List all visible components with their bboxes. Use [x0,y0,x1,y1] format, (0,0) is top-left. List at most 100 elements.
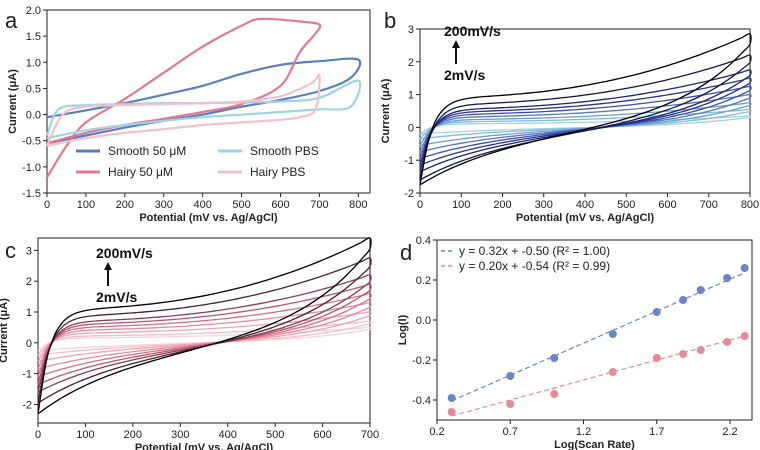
y-tick-label: 2 [408,57,414,69]
cv-scan-curve-5 [37,283,372,386]
panel-letter-c: c [5,238,16,263]
data-point [506,372,515,380]
x-tick-label: 100 [77,199,95,211]
cv-scan-curve-0 [37,326,372,352]
fit-line-1 [451,335,745,417]
x-tick-label: 200 [493,199,511,211]
y-axis-label: Current (μA) [0,298,10,363]
y-tick-label: -0.4 [412,395,431,407]
cv-scan-curve-1 [419,108,752,140]
legend-entry: y = 0.20x + -0.54 (R² = 0.99) [459,259,610,273]
x-tick-label: 300 [155,199,173,211]
x-tick-label: 500 [232,199,250,211]
y-axis-label: Log(I) [397,314,409,345]
data-point [652,354,661,362]
data-point [506,400,515,408]
data-point [608,330,617,338]
x-tick-label: 600 [658,199,676,211]
y-tick-label: 1.5 [26,31,41,43]
x-tick-label: 1.7 [649,426,664,438]
data-point [447,408,456,416]
x-tick-label: 700 [361,429,379,441]
y-tick-label: 0.2 [416,275,431,287]
data-point [740,264,749,272]
y-tick-label: 1 [26,307,32,319]
y-tick-label: 0.5 [26,83,41,95]
x-tick-label: 0 [35,429,41,441]
y-tick-label: 1.0 [26,57,41,69]
x-tick-label: 1.2 [576,426,591,438]
y-tick-label: 1 [408,90,414,102]
cv-curve-1 [46,17,322,178]
x-tick-label: 100 [452,199,470,211]
y-tick-label: -1 [404,155,414,167]
panel-a: a 0 100 200 300 400 500 600 700 800 -1.5 -1.0 -0.5 0.… [5,5,371,224]
x-axis-label: Potential (mV vs. Ag/AgCl) [516,212,655,224]
y-tick-label: -1 [22,369,32,381]
y-tick-label: -1.0 [22,162,41,174]
data-point [550,354,559,362]
cv-scan-curve-8 [37,237,372,415]
y-tick-label: 3 [408,24,414,36]
legend: Smooth 50 μM Hairy 50 μM Smooth PBS Hairy P… [76,144,319,179]
plot-frame [37,237,371,424]
x-axis-label: Log(Scan Rate) [554,439,635,450]
data-point [608,368,617,376]
data-point [447,394,456,402]
data-point [550,390,559,398]
data-point [723,338,732,346]
x-tick-label: 700 [310,199,328,211]
x-tick-label: 0.2 [429,426,444,438]
x-axis-label: Potential (mV vs. Ag/AgCl) [135,442,274,450]
cv-scan-curve-1 [37,320,372,356]
annotation-low-rate: 2mV/s [444,67,485,83]
data-point [679,350,688,358]
annotation-high-rate: 200mV/s [444,23,501,39]
cv-scan-curve-0 [419,115,752,135]
x-tick-label: 100 [76,429,94,441]
data-point [679,296,688,304]
y-tick-label: 2.0 [26,5,41,17]
panel-c: c 0 100 200 300 400 500 600 700 -2 -1 0 1 2 3 Potential… [0,237,379,450]
annotation-low-rate: 2mV/s [96,289,137,305]
y-tick-label: -1.5 [22,188,41,200]
cv-scan-curve-4 [37,292,372,378]
x-tick-label: 700 [700,199,718,211]
data-point [652,308,661,316]
x-axis-label: Potential (mV vs. Ag/AgCl) [139,212,278,224]
legend-entry: Smooth PBS [250,144,319,158]
x-tick-label: 2.2 [722,426,737,438]
panel-d: d 0.2 0.7 1.2 1.7 2.2 -0.4 -0.2 0.0 0.2 0.4 Log(Sca… [397,235,753,450]
cv-scan-curve-3 [37,302,372,370]
y-tick-label: 0.0 [416,315,431,327]
arrow-head-icon [452,40,460,48]
x-tick-label: 300 [535,199,553,211]
cv-scan-curve-5 [419,77,752,166]
data-point [723,274,732,282]
x-tick-label: 500 [617,199,635,211]
x-tick-label: 0 [44,199,50,211]
legend-entry: Hairy 50 μM [108,165,173,179]
panel-b: b 0 100 200 300 400 500 600 700 800 -2 -1 0 1 2 3 Potent… [380,8,759,224]
y-tick-label: -0.2 [412,355,431,367]
fit-line-0 [451,272,745,402]
cv-scan-curve-7 [37,257,372,404]
legend-entry: y = 0.32x + -0.50 (R² = 1.00) [459,244,610,258]
arrow-head-icon [104,262,112,270]
plot-frame [419,28,751,194]
y-tick-label: 3 [26,245,32,257]
plot-frame [46,9,371,194]
x-tick-label: 800 [349,199,367,211]
x-tick-label: 500 [266,429,284,441]
y-axis-label: Current (μA) [7,69,19,134]
y-tick-label: -2 [22,400,32,412]
y-tick-label: 0 [408,122,414,134]
legend-entry: Smooth 50 μM [108,144,186,158]
cv-scan-curve-6 [419,69,752,173]
y-tick-label: 0.4 [416,235,431,247]
x-tick-label: 400 [576,199,594,211]
data-point [696,286,705,294]
x-tick-label: 300 [171,429,189,441]
x-tick-label: 800 [741,199,759,211]
